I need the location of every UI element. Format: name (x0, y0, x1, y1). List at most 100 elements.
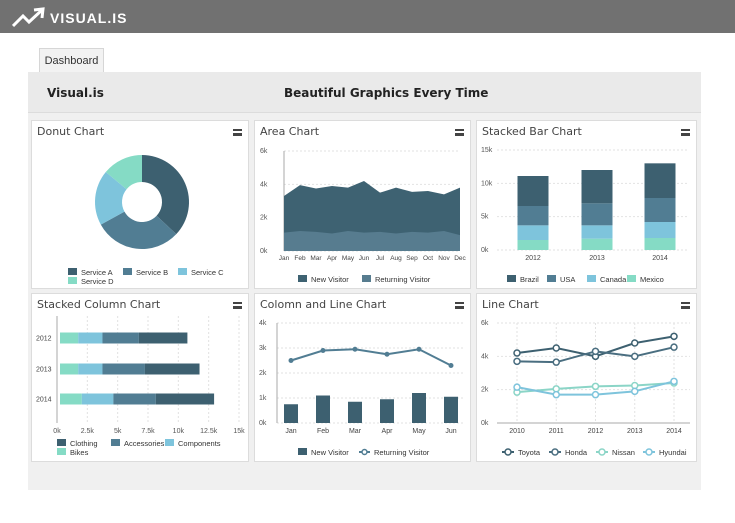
line-point (352, 346, 358, 352)
x-tick-label: Mar (310, 255, 322, 262)
y-tick-label: 1k (259, 395, 267, 402)
line-point (288, 358, 294, 363)
bar-segment (644, 198, 676, 222)
legend-marker (361, 448, 368, 456)
y-tick-label: 4k (259, 320, 267, 327)
bar-segment (644, 163, 676, 198)
x-tick-label: Mar (349, 428, 362, 435)
x-tick-label: 2011 (549, 428, 564, 435)
stacked-column-chart: 0k 2.5k 5k 7.5k 10k 12.5k 15k 2012 2013 2014 Cloth… (36, 316, 245, 457)
x-tick-label: Dec (454, 255, 466, 262)
x-tick-label: 0k (53, 428, 61, 435)
x-tick-label: 5k (114, 428, 122, 435)
legend-marker (57, 439, 66, 446)
bar-segment (581, 238, 613, 250)
legend-marker (598, 448, 606, 456)
legend-marker (645, 448, 653, 456)
legend-label: Honda (565, 448, 588, 457)
x-tick-label: 2014 (652, 255, 668, 262)
legend-label: USA (560, 275, 575, 284)
legend-marker (551, 448, 559, 456)
logo[interactable]: VISUAL.IS (12, 7, 127, 29)
legend-marker (68, 277, 77, 284)
line-point (591, 382, 600, 391)
y-tick-label: 5k (481, 214, 489, 221)
line-point (552, 390, 560, 399)
bar-segment (78, 332, 103, 344)
x-tick-label: Jan (279, 255, 290, 262)
line-point (552, 358, 560, 366)
column-bar (316, 395, 330, 423)
panel-title: Stacked Column Chart (37, 298, 161, 311)
bar-segment (517, 206, 549, 226)
line-point (591, 390, 600, 399)
legend-label: Service B (136, 268, 168, 277)
bar-segment (581, 170, 613, 204)
y-tick-label: 3k (259, 345, 267, 352)
x-tick-label: Oct (423, 255, 433, 262)
legend-label: Components (178, 439, 221, 448)
line-point (320, 348, 326, 353)
x-tick-label: Feb (294, 255, 306, 262)
line-point (591, 347, 600, 356)
x-tick-label: Sep (406, 255, 418, 262)
bar-segment (102, 332, 139, 344)
column-line-chart-panel: Colomn and Line Chart 0k 1k 2k 3k 4k Jan Feb Ma… (254, 293, 471, 462)
x-tick-label: 2010 (509, 428, 525, 435)
bar-segment (81, 393, 114, 405)
y-tick-label: 2k (260, 215, 268, 222)
donut-slice (142, 155, 189, 235)
column-bar (412, 393, 426, 423)
x-tick-label: 2014 (666, 428, 682, 435)
x-tick-label: 10k (173, 428, 185, 435)
logo-text: VISUAL.IS (50, 10, 128, 26)
y-tick-label: 0k (481, 420, 489, 427)
y-tick-label: 2013 (36, 367, 52, 374)
y-tick-label: 0k (481, 247, 489, 254)
panel-title: Colomn and Line Chart (260, 298, 387, 311)
legend-marker (123, 268, 132, 275)
menu-icon[interactable] (233, 129, 242, 136)
legend-marker (362, 275, 371, 282)
legend-label: Returning Visitor (375, 275, 431, 284)
top-bar: VISUAL.IS (0, 0, 735, 33)
x-tick-label: Jan (285, 428, 296, 435)
y-tick-label: 0k (260, 248, 268, 255)
bar-segment (78, 363, 103, 375)
legend-marker (504, 448, 512, 456)
menu-icon[interactable] (233, 302, 242, 309)
legend-label: Accessories (124, 439, 165, 448)
y-tick-label: 15k (481, 147, 493, 154)
stacked-bar-chart-panel: Stacked Bar Chart 0k 5k 10k 15k 2012 2013 2014… (476, 120, 697, 289)
x-tick-label: Jun (445, 428, 456, 435)
legend-label: Nissan (612, 448, 635, 457)
legend-label: Brazil (520, 275, 539, 284)
column-bar (284, 404, 298, 423)
column-bar (444, 396, 458, 423)
line-chart-panel: Line Chart 0k 2k 4k 6k 2010 2011 2012 2013 2014 T… (476, 293, 697, 462)
menu-icon[interactable] (455, 302, 464, 309)
donut-chart: Service A Service B Service C Service D (68, 155, 224, 286)
y-tick-label: 4k (260, 181, 268, 188)
legend-marker (165, 439, 174, 446)
y-tick-label: 2k (259, 370, 267, 377)
bar-segment (138, 332, 188, 344)
menu-icon[interactable] (455, 129, 464, 136)
bar-segment (644, 238, 676, 250)
y-tick-label: 0k (259, 420, 267, 427)
y-tick-label: 4k (481, 353, 489, 360)
x-tick-label: Apr (327, 255, 338, 262)
legend-label: Toyota (518, 448, 541, 457)
line-point (448, 363, 454, 368)
menu-icon[interactable] (681, 302, 690, 309)
menu-icon[interactable] (681, 129, 690, 136)
tagline: Beautiful Graphics Every Time (284, 86, 489, 100)
legend-label: Clothing (70, 439, 98, 448)
tab-dashboard[interactable]: Dashboard (39, 48, 104, 73)
dashboard-header: Visual.is Beautiful Graphics Every Time (28, 72, 701, 113)
x-tick-label: 2012 (588, 428, 604, 435)
y-tick-label: 2012 (36, 336, 52, 343)
legend-label: Service D (81, 277, 114, 286)
stacked-column-chart-panel: Stacked Column Chart 0k 2.5k 5k 7.5k 10k 12.5… (31, 293, 249, 462)
